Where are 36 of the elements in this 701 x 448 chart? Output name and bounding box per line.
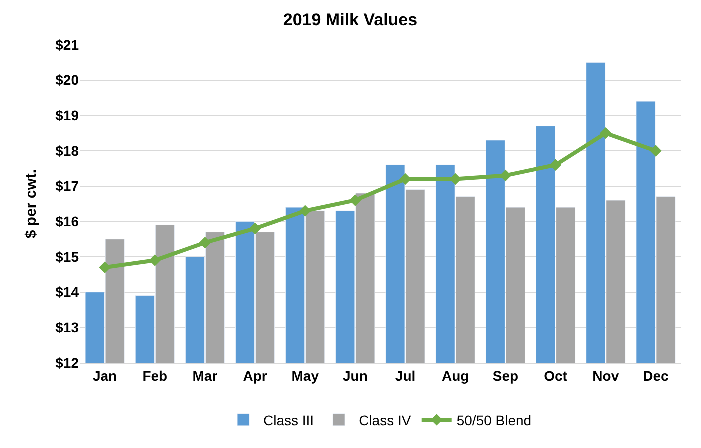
x-tick-label: Mar bbox=[192, 368, 218, 384]
point bbox=[650, 145, 662, 157]
y-tick-label: $21 bbox=[56, 36, 80, 53]
point bbox=[550, 159, 562, 171]
legend-label: 50/50 Blend bbox=[456, 412, 532, 428]
legend-label: Class IV bbox=[359, 412, 412, 428]
chart-title: 2019 Milk Values bbox=[283, 10, 418, 30]
y-tick-label: $17 bbox=[56, 178, 80, 194]
y-tick-label: $15 bbox=[56, 248, 80, 265]
y-tick-label: $12 bbox=[56, 354, 80, 371]
point bbox=[249, 222, 262, 235]
x-tick-label: Jun bbox=[343, 368, 368, 384]
x-tick-label: Apr bbox=[243, 368, 268, 384]
y-tick-label: $18 bbox=[56, 142, 80, 159]
x-tick-label: Jan bbox=[92, 368, 118, 384]
x-tick-label: Nov bbox=[592, 368, 620, 384]
y-tick-label: $20 bbox=[56, 72, 80, 88]
y-tick-label: $19 bbox=[56, 108, 80, 124]
x-tick-label: Aug bbox=[442, 368, 470, 384]
point bbox=[149, 254, 161, 266]
point bbox=[350, 194, 362, 206]
x-tick-label: Feb bbox=[142, 368, 168, 384]
point bbox=[600, 127, 612, 140]
x-tick-label: Jul bbox=[395, 368, 416, 384]
x-tick-label: Sep bbox=[492, 368, 519, 384]
point bbox=[300, 205, 312, 217]
y-axis-title: $ per cwt. bbox=[22, 169, 40, 239]
point bbox=[99, 262, 111, 274]
x-tick-label: Oct bbox=[544, 368, 568, 384]
x-tick-label: Dec bbox=[643, 368, 670, 384]
legend-label: Class III bbox=[264, 412, 314, 428]
y-tick-label: $16 bbox=[56, 214, 80, 230]
y-tick-label: $14 bbox=[56, 284, 80, 300]
x-tick-label: May bbox=[292, 368, 320, 384]
y-tick-label: $13 bbox=[56, 320, 80, 336]
point bbox=[199, 237, 212, 249]
